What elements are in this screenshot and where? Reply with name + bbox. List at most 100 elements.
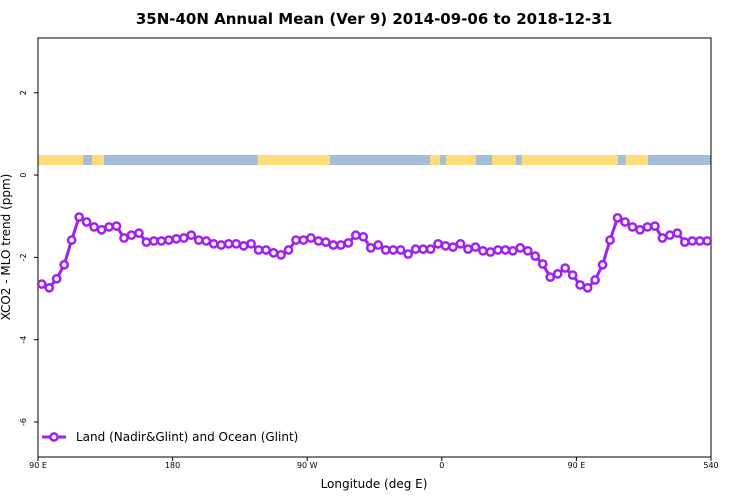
data-point [365, 243, 376, 253]
data-point [81, 217, 92, 227]
data-point [59, 259, 70, 270]
data-point [350, 230, 361, 241]
data-point [51, 273, 62, 284]
data-point [380, 245, 391, 255]
data-point [96, 224, 107, 235]
data-point [291, 235, 301, 245]
data-point [313, 236, 324, 246]
x-tick-label: 180 [165, 461, 180, 470]
data-point [665, 230, 675, 241]
data-point [537, 259, 548, 269]
data-point [403, 249, 413, 259]
data-point [552, 268, 563, 279]
data-point [694, 236, 705, 246]
y-tick-label: -2 [19, 253, 28, 261]
x-tick-label: 90 E [29, 461, 47, 470]
data-point [201, 236, 212, 246]
data-point [500, 245, 511, 255]
data-point [463, 244, 473, 254]
y-tick-label: 0 [19, 173, 28, 178]
data-point [522, 245, 533, 256]
data-point [485, 247, 496, 257]
legend-label: Land (Nadir&Glint) and Ocean (Glint) [76, 430, 298, 444]
data-point [298, 235, 309, 245]
data-point [635, 224, 645, 235]
data-point [620, 217, 630, 227]
data-point [156, 236, 167, 246]
data-point [590, 275, 600, 285]
data-point [141, 237, 152, 247]
y-tick-label: 2 [19, 90, 28, 95]
data-point [343, 238, 354, 248]
data-point [395, 245, 406, 255]
data-point [178, 233, 189, 243]
data-point [164, 235, 174, 245]
data-point [560, 263, 571, 273]
data-point [410, 244, 421, 254]
data-point [679, 237, 690, 247]
data-point [373, 240, 384, 250]
data-point [702, 236, 713, 246]
data-point [530, 251, 541, 261]
data-point [74, 212, 84, 222]
x-tick-label: 90 E [568, 461, 586, 470]
data-point [440, 241, 451, 251]
land-ocean-strip [38, 155, 711, 165]
chart-title: 35N-40N Annual Mean (Ver 9) 2014-09-06 t… [136, 10, 612, 28]
data-point [328, 240, 339, 250]
data-point [433, 238, 443, 249]
x-tick-label: 0 [439, 461, 444, 470]
data-point [515, 243, 526, 253]
data-point [261, 245, 271, 255]
data-point [650, 221, 660, 231]
data-point [567, 270, 578, 280]
data-point [193, 235, 204, 245]
data-point [44, 282, 55, 293]
data-point [545, 272, 556, 282]
data-point [104, 222, 114, 232]
series-line [41, 214, 708, 290]
data-point [238, 241, 249, 251]
data-point [134, 228, 144, 238]
x-tick-label: 540 [703, 461, 718, 470]
x-axis-label: Longitude (deg E) [321, 477, 428, 491]
data-point [582, 282, 593, 293]
legend-marker [49, 432, 59, 442]
data-point [216, 240, 227, 250]
data-point [388, 245, 399, 255]
data-point [111, 221, 122, 231]
data-point [36, 279, 47, 289]
data-point [89, 222, 99, 232]
data-point [425, 244, 436, 254]
x-tick-label: 90 W [297, 461, 318, 470]
data-point [575, 280, 585, 290]
data-point [268, 248, 279, 258]
data-point [119, 233, 129, 243]
data-point [612, 213, 623, 223]
data-point [657, 233, 668, 243]
data-point [642, 222, 653, 232]
y-tick-label: -6 [19, 418, 28, 426]
y-axis-label: XCO2 - MLO trend (ppm) [0, 174, 13, 321]
data-point [358, 231, 369, 242]
plot-frame [37, 37, 712, 458]
data-point [687, 236, 698, 246]
data-point [478, 245, 488, 256]
data-point [418, 244, 428, 254]
data-point [597, 259, 608, 270]
data-point [627, 222, 638, 232]
data-point [672, 228, 683, 238]
data-point [208, 238, 219, 249]
data-point [186, 230, 197, 241]
data-point [246, 238, 256, 249]
y-tick-label: -4 [19, 336, 28, 344]
data-point [283, 245, 294, 255]
data-point [455, 238, 466, 249]
data-point [507, 245, 518, 256]
data-point [276, 250, 286, 260]
data-point [448, 242, 458, 252]
data-point [321, 237, 331, 247]
data-point [231, 238, 242, 249]
data-point [336, 240, 346, 250]
